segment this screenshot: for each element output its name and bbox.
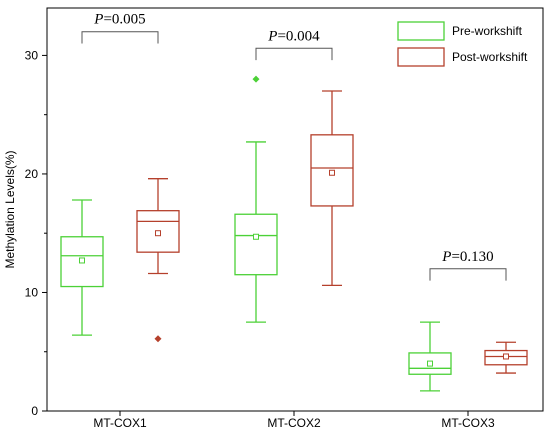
box-mt-cox3-pre: [408, 321, 452, 392]
y-tick-label: 20: [25, 167, 39, 181]
mean-marker: [503, 353, 509, 360]
box-mt-cox1-pre: [60, 199, 104, 336]
p-value-number: =0.004: [277, 28, 320, 44]
p-value-annotation: P=0.004: [255, 28, 333, 61]
mean-marker: [155, 230, 161, 237]
p-value-number: =0.005: [103, 12, 145, 28]
x-tick-label: MT-COX1: [93, 416, 147, 430]
legend-label: Post-workshift: [452, 50, 528, 64]
p-value-label: P=0.130: [441, 249, 493, 265]
legend-swatch: [397, 21, 445, 41]
box-mt-cox2-pre: [234, 75, 278, 323]
legend-swatch: [397, 47, 445, 67]
p-value-letter: P: [267, 28, 277, 44]
iqr-box: [234, 213, 278, 276]
y-axis-label: Methylation Levels(%): [3, 150, 17, 268]
x-tick-label: MT-COX3: [441, 416, 495, 430]
p-value-letter: P: [441, 249, 451, 265]
outlier-point: [252, 75, 260, 83]
box-mt-cox2-post: [310, 90, 354, 287]
axes: 0 10 20 30 MT-COX1 MT-COX2 MT-COX3: [25, 7, 544, 430]
p-value-label: P=0.005: [93, 12, 145, 28]
outlier-point: [154, 335, 162, 343]
y-tick-label: 0: [31, 404, 38, 418]
significance-bracket: [81, 31, 159, 44]
legend: Pre-workshift Post-workshift: [397, 21, 528, 67]
legend-label: Pre-workshift: [452, 24, 523, 38]
boxes-group: [60, 75, 528, 392]
p-value-annotation: P=0.130: [429, 249, 507, 281]
mean-marker: [329, 169, 335, 176]
p-value-letter: P: [93, 12, 103, 28]
mean-marker: [79, 257, 85, 264]
significance-bracket: [429, 268, 507, 281]
plot-frame: [46, 7, 544, 412]
mean-marker: [253, 233, 259, 240]
p-value-label: P=0.004: [267, 28, 320, 44]
legend-item-post: Post-workshift: [397, 47, 528, 67]
iqr-box: [136, 210, 180, 253]
x-tick-label: MT-COX2: [267, 416, 321, 430]
box-mt-cox1-post: [136, 178, 180, 343]
legend-item-pre: Pre-workshift: [397, 21, 523, 41]
y-tick-label: 10: [25, 285, 39, 299]
y-tick-label: 30: [25, 48, 39, 62]
p-value-number: =0.130: [451, 249, 493, 265]
p-value-annotation: P=0.005: [81, 12, 159, 44]
significance-bracket: [255, 47, 333, 61]
mean-marker: [427, 360, 433, 367]
box-mt-cox3-post: [484, 341, 528, 374]
